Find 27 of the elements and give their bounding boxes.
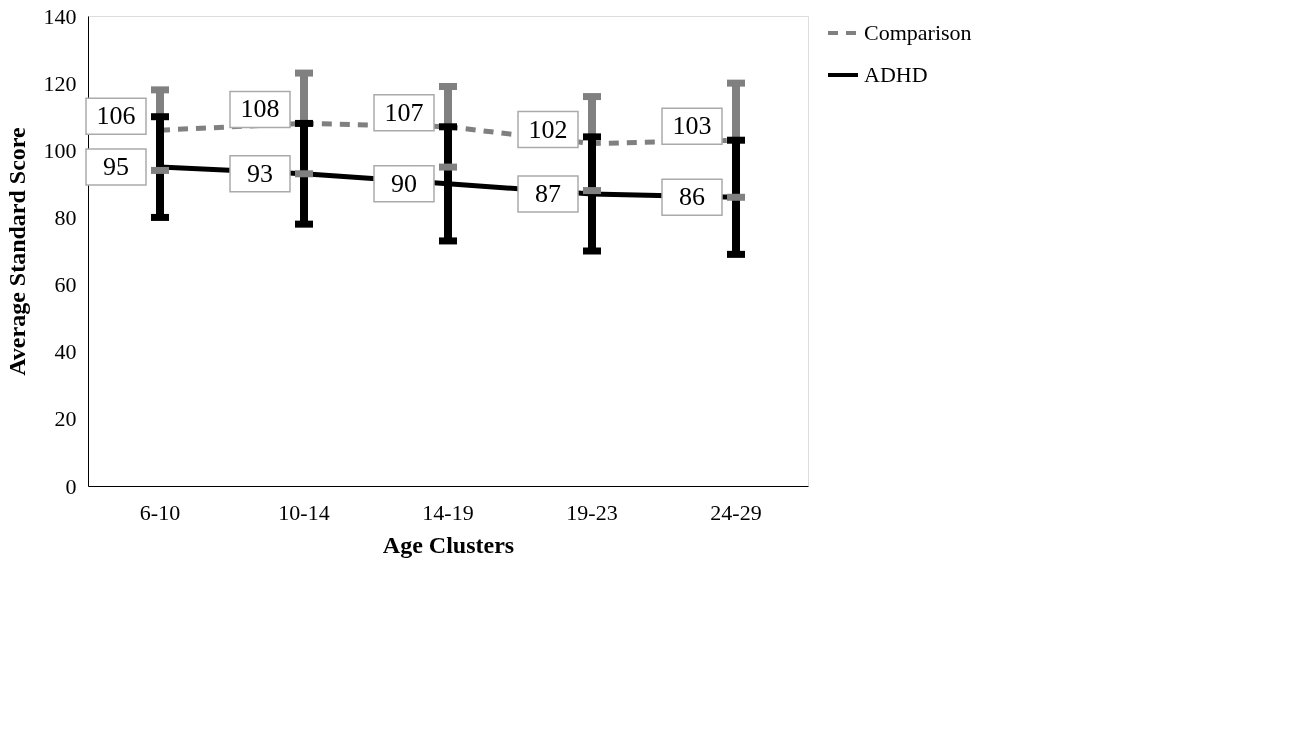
y-tick-label: 100 bbox=[43, 137, 77, 163]
x-tick-label: 14-19 bbox=[422, 499, 474, 525]
y-tick-label: 60 bbox=[54, 272, 77, 298]
y-tick-label: 140 bbox=[43, 3, 77, 29]
data-label: 108 bbox=[240, 94, 280, 124]
y-tick-label: 20 bbox=[54, 406, 77, 432]
data-label: 86 bbox=[679, 182, 705, 212]
x-tick-label: 24-29 bbox=[710, 499, 762, 525]
legend-label: ADHD bbox=[864, 62, 928, 87]
data-label: 93 bbox=[247, 158, 273, 188]
x-tick-label: 10-14 bbox=[278, 499, 330, 525]
data-label: 102 bbox=[528, 114, 568, 144]
y-tick-label: 80 bbox=[54, 204, 77, 230]
x-tick-label: 6-10 bbox=[139, 499, 181, 525]
legend-label: Comparison bbox=[864, 20, 972, 45]
data-label: 87 bbox=[535, 178, 561, 208]
data-label: 103 bbox=[672, 111, 712, 141]
y-tick-label: 0 bbox=[65, 473, 77, 499]
y-tick-label: 120 bbox=[43, 70, 77, 96]
data-label: 90 bbox=[391, 168, 417, 198]
y-axis-title: Average Standard Score bbox=[3, 126, 30, 376]
y-tick-label: 40 bbox=[54, 339, 77, 365]
x-tick-label: 19-23 bbox=[566, 499, 618, 525]
data-label: 107 bbox=[384, 97, 424, 127]
data-label: 106 bbox=[96, 101, 136, 131]
data-label: 95 bbox=[103, 152, 129, 182]
x-axis-title: Age Clusters bbox=[382, 531, 515, 558]
